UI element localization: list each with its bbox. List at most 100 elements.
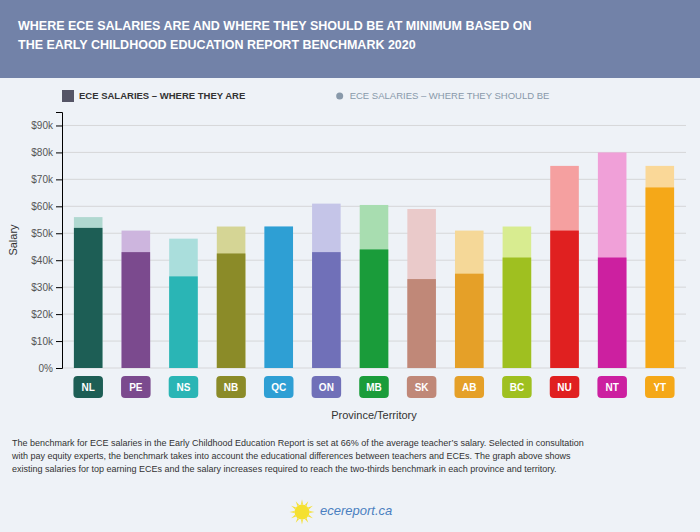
y-tick: $40k [31, 255, 62, 266]
bar [169, 239, 198, 368]
y-tick: $20k [31, 309, 62, 320]
bar [360, 205, 389, 368]
y-axis: 0% $10k $20k $30k $40k $50k $60k $70k $80k $90k [31, 113, 62, 374]
y-tick-mark [56, 287, 62, 288]
bar [407, 279, 436, 368]
grid-line [62, 125, 686, 126]
bar [455, 274, 484, 368]
x-tick-label: NS [177, 382, 191, 393]
bar [646, 187, 675, 368]
y-tick: $80k [31, 147, 62, 158]
x-tick-label: NB [224, 382, 238, 393]
logo-ray [290, 511, 295, 513]
logo-ray [301, 519, 303, 524]
legend: ECE SALARIES – WHERE THEY ARE ECE SALARIE… [62, 90, 549, 102]
x-tick-label: NL [82, 382, 95, 393]
y-tick-mark [56, 179, 62, 180]
bar [217, 227, 246, 368]
y-axis-line [56, 113, 63, 369]
y-tick-mark [56, 125, 62, 126]
bar [550, 231, 579, 368]
x-axis-label: Province/Territory [331, 409, 417, 421]
x-tick-label: ON [319, 382, 334, 393]
category-box [216, 376, 246, 398]
bar [598, 258, 627, 368]
bar [598, 152, 627, 368]
category-box [407, 376, 437, 398]
category-box [169, 376, 199, 398]
legend-dot [336, 93, 343, 100]
x-tick-label: NT [605, 382, 618, 393]
x-tick-label: YT [653, 382, 666, 393]
footer-text: The benchmark for ECE salaries in the Ea… [12, 438, 584, 448]
background [0, 0, 700, 532]
y-axis-label: Salary [7, 224, 19, 256]
bar [169, 276, 198, 368]
y-tick-mark [56, 152, 62, 153]
bar [217, 253, 246, 368]
category-box [312, 376, 342, 398]
category-box [645, 376, 675, 398]
category-box [597, 376, 627, 398]
y-tick-label: $60k [31, 201, 54, 212]
category-box [359, 376, 389, 398]
y-tick-label: $70k [31, 174, 54, 185]
x-axis: NLPENSNBQCONMBSKABBCNUNTYT [73, 376, 674, 398]
x-tick-label: AB [462, 382, 476, 393]
bar [312, 204, 341, 368]
bar [264, 227, 293, 368]
bar [455, 231, 484, 368]
logo: ecereport.ca [290, 500, 393, 525]
y-tick-label: $10k [31, 336, 54, 347]
y-tick: $70k [31, 174, 62, 185]
category-box [121, 376, 151, 398]
bar [550, 166, 579, 368]
x-tick-label: PE [129, 382, 143, 393]
y-tick-mark [56, 341, 62, 342]
y-tick: $30k [31, 282, 62, 293]
y-tick-mark [56, 233, 62, 234]
y-tick: 0% [39, 363, 62, 374]
y-tick-label: 0% [39, 363, 54, 374]
y-tick: $90k [31, 120, 62, 131]
footer-text: existing salaries for top earning ECEs a… [12, 464, 557, 474]
y-tick-label: $80k [31, 147, 54, 158]
y-tick-label: $50k [31, 228, 54, 239]
y-tick-label: $30k [31, 282, 54, 293]
logo-text: ecereport.ca [320, 503, 392, 518]
x-tick-label: BC [510, 382, 524, 393]
y-tick: $60k [31, 201, 62, 212]
bar [312, 252, 341, 368]
bar [360, 249, 389, 368]
bars [74, 152, 674, 368]
legend-label: ECE SALARIES – WHERE THEY SHOULD BE [350, 90, 550, 101]
category-box [264, 376, 294, 398]
bar [503, 258, 532, 368]
grid [62, 125, 686, 368]
grid-line [62, 179, 686, 180]
bar [74, 228, 103, 368]
legend-label: ECE SALARIES – WHERE THEY ARE [79, 90, 245, 101]
logo-ray [309, 511, 314, 513]
footer-text: with pay equity experts, the benchmark t… [11, 451, 571, 461]
x-tick-label: SK [415, 382, 430, 393]
bar [646, 166, 675, 368]
y-tick-mark [56, 260, 62, 261]
category-box [455, 376, 485, 398]
y-tick-label: $20k [31, 309, 54, 320]
y-tick: $50k [31, 228, 62, 239]
legend-swatch [62, 90, 74, 102]
x-tick-label: MB [366, 382, 382, 393]
y-tick-label: $90k [31, 120, 54, 131]
logo-ray [301, 500, 303, 505]
bar [74, 217, 103, 368]
y-tick-mark [56, 314, 62, 315]
header [0, 0, 700, 78]
bar [503, 227, 532, 368]
title: WHERE ECE SALARIES ARE AND WHERE THEY SH… [18, 19, 531, 52]
bar [122, 252, 151, 368]
grid-line [62, 152, 686, 153]
y-tick: $10k [31, 336, 62, 347]
category-box [550, 376, 580, 398]
y-tick-label: $40k [31, 255, 54, 266]
